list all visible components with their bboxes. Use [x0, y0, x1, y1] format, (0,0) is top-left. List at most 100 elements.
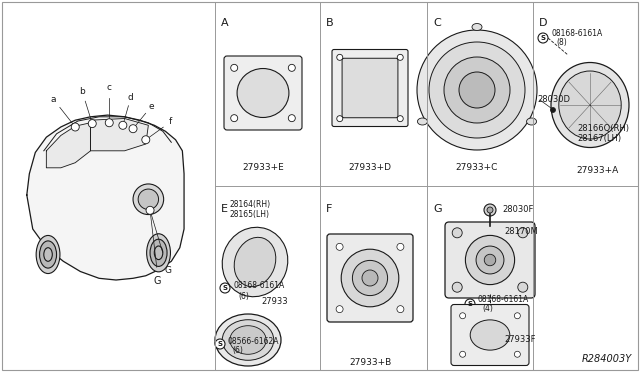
Circle shape: [353, 260, 388, 296]
Text: 27933+D: 27933+D: [349, 163, 392, 172]
Ellipse shape: [527, 118, 536, 125]
Circle shape: [518, 228, 528, 238]
FancyBboxPatch shape: [224, 56, 302, 130]
Circle shape: [429, 42, 525, 138]
Circle shape: [142, 136, 150, 144]
Text: 27933+C: 27933+C: [456, 163, 498, 172]
Text: d: d: [128, 93, 134, 102]
Text: G: G: [153, 276, 161, 286]
FancyBboxPatch shape: [451, 305, 529, 366]
Ellipse shape: [44, 248, 52, 261]
Circle shape: [484, 204, 496, 216]
Circle shape: [465, 235, 515, 285]
Circle shape: [518, 282, 528, 292]
Circle shape: [550, 108, 556, 112]
FancyBboxPatch shape: [445, 222, 535, 298]
Text: 27933+B: 27933+B: [349, 358, 391, 367]
Polygon shape: [46, 123, 90, 168]
Text: S: S: [223, 285, 227, 291]
Text: G: G: [164, 266, 172, 275]
Circle shape: [119, 121, 127, 129]
Ellipse shape: [222, 320, 274, 360]
Text: e: e: [148, 102, 154, 111]
FancyBboxPatch shape: [327, 234, 413, 322]
Text: 28170M: 28170M: [504, 228, 538, 237]
Text: 27933F: 27933F: [504, 336, 536, 344]
Text: (4): (4): [482, 305, 493, 314]
Circle shape: [88, 120, 96, 128]
Text: G: G: [433, 204, 442, 214]
Ellipse shape: [472, 23, 482, 31]
Text: 28164(RH): 28164(RH): [229, 200, 270, 209]
Circle shape: [337, 54, 343, 60]
Circle shape: [133, 184, 164, 215]
Text: 28030F: 28030F: [502, 205, 533, 215]
Text: 28165(LH): 28165(LH): [229, 210, 269, 219]
Ellipse shape: [559, 71, 621, 139]
Text: A: A: [221, 18, 228, 28]
Ellipse shape: [237, 68, 289, 118]
Text: 28166Q(RH): 28166Q(RH): [577, 124, 629, 132]
Text: B: B: [326, 18, 333, 28]
Circle shape: [129, 125, 137, 133]
Text: 27933: 27933: [261, 298, 287, 307]
FancyBboxPatch shape: [332, 49, 408, 126]
Ellipse shape: [154, 246, 163, 260]
Ellipse shape: [222, 227, 288, 297]
Text: a: a: [51, 94, 56, 103]
Text: 28167(LH): 28167(LH): [577, 135, 621, 144]
Text: (8): (8): [556, 38, 567, 48]
Circle shape: [362, 270, 378, 286]
Circle shape: [515, 351, 520, 357]
Text: 08168-6161A: 08168-6161A: [478, 295, 529, 304]
Circle shape: [337, 116, 343, 122]
Ellipse shape: [230, 326, 266, 354]
Circle shape: [146, 206, 154, 214]
Circle shape: [515, 313, 520, 319]
Circle shape: [288, 115, 295, 122]
Text: D: D: [539, 18, 547, 28]
Circle shape: [397, 116, 403, 122]
Text: f: f: [169, 117, 172, 126]
Circle shape: [538, 33, 548, 43]
Ellipse shape: [551, 62, 629, 148]
Circle shape: [484, 254, 496, 266]
Circle shape: [397, 243, 404, 250]
Polygon shape: [90, 119, 148, 151]
Circle shape: [71, 123, 79, 131]
Circle shape: [417, 30, 537, 150]
Circle shape: [230, 64, 237, 71]
Circle shape: [460, 351, 466, 357]
Circle shape: [397, 54, 403, 60]
Text: F: F: [326, 204, 332, 214]
Circle shape: [215, 339, 225, 349]
Text: R284003Y: R284003Y: [582, 354, 632, 364]
Text: 08566-6162A: 08566-6162A: [228, 337, 280, 346]
Circle shape: [487, 207, 493, 213]
Text: b: b: [79, 87, 85, 96]
Ellipse shape: [147, 234, 170, 272]
Text: 08168-6161A: 08168-6161A: [233, 282, 284, 291]
Polygon shape: [27, 115, 184, 280]
Text: S: S: [218, 341, 223, 347]
Text: S: S: [467, 301, 472, 307]
Circle shape: [220, 283, 230, 293]
Circle shape: [336, 243, 343, 250]
Ellipse shape: [150, 239, 167, 266]
Ellipse shape: [40, 241, 56, 268]
Ellipse shape: [470, 320, 510, 350]
FancyBboxPatch shape: [342, 58, 398, 118]
Text: c: c: [107, 83, 112, 92]
Circle shape: [465, 299, 475, 309]
Ellipse shape: [234, 237, 276, 287]
Circle shape: [460, 313, 466, 319]
Circle shape: [444, 57, 510, 123]
Text: 27933+E: 27933+E: [242, 163, 284, 172]
Circle shape: [336, 306, 343, 312]
Circle shape: [459, 72, 495, 108]
Ellipse shape: [36, 235, 60, 273]
Text: (6): (6): [232, 346, 243, 356]
Circle shape: [288, 64, 295, 71]
Circle shape: [476, 246, 504, 274]
Text: 27933+A: 27933+A: [576, 166, 618, 175]
